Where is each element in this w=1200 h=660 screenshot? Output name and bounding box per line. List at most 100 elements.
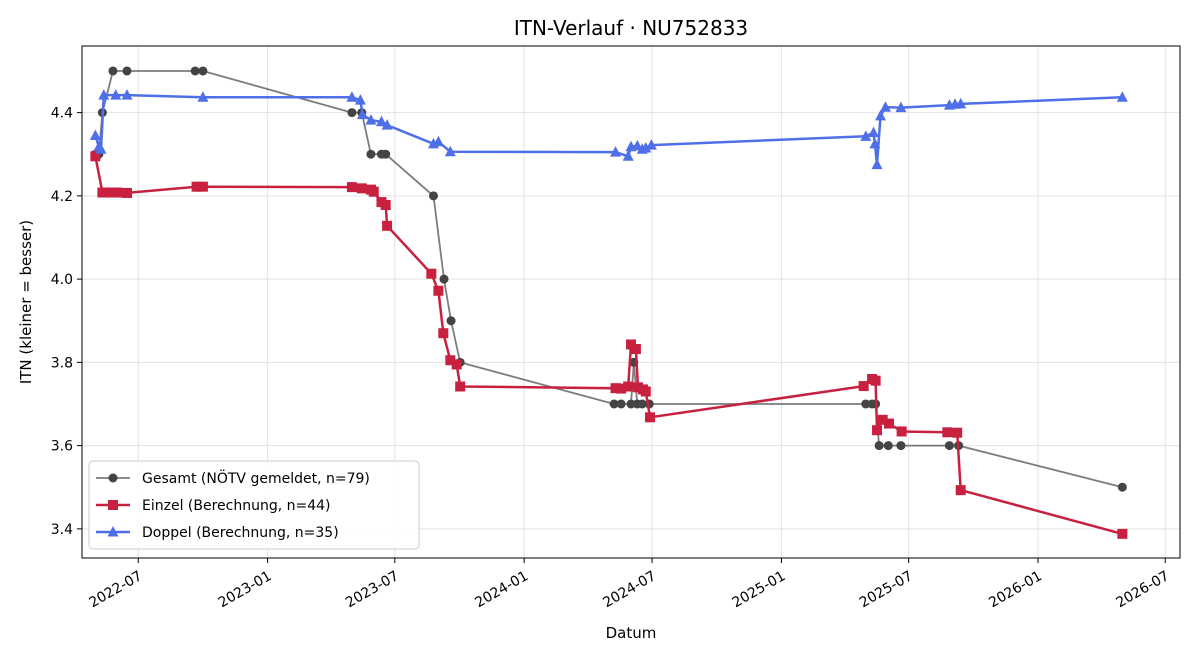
data-point-einzel xyxy=(896,426,907,437)
data-point-doppel xyxy=(645,139,657,150)
data-point-einzel xyxy=(356,183,367,194)
series-einzel xyxy=(90,151,1128,539)
data-point-einzel xyxy=(952,427,963,438)
data-point-doppel xyxy=(356,108,368,120)
data-point-doppel xyxy=(879,101,891,112)
data-point-einzel xyxy=(942,427,953,438)
data-point-einzel xyxy=(112,187,123,198)
data-point-einzel xyxy=(640,386,651,397)
x-tick-label: 2022-07 xyxy=(86,568,145,611)
data-point-einzel xyxy=(644,412,655,423)
x-tick-label: 2023-07 xyxy=(343,568,402,611)
data-point-einzel xyxy=(1117,528,1128,539)
legend-marker-einzel xyxy=(108,500,118,510)
data-point-doppel xyxy=(354,94,366,105)
data-point-gesamt xyxy=(108,66,118,76)
y-tick-label: 3.6 xyxy=(51,439,73,455)
data-point-doppel xyxy=(875,109,887,121)
data-point-einzel xyxy=(368,186,379,197)
plot-frame xyxy=(81,45,1181,559)
data-point-doppel xyxy=(871,158,883,170)
x-tick-label: 2024-01 xyxy=(472,568,531,611)
x-tick-label: 2025-01 xyxy=(730,568,789,611)
data-point-gesamt xyxy=(637,399,647,409)
data-point-gesamt xyxy=(381,149,391,159)
data-point-gesamt xyxy=(428,191,438,201)
plot-series xyxy=(89,66,1128,539)
data-point-einzel xyxy=(438,328,449,339)
data-point-gesamt xyxy=(198,66,208,76)
x-tick-label: 2024-07 xyxy=(600,568,659,611)
data-point-doppel xyxy=(197,91,209,102)
data-point-einzel xyxy=(616,383,627,394)
data-point-einzel xyxy=(623,381,634,392)
data-point-einzel xyxy=(610,383,621,394)
grid xyxy=(82,46,1180,558)
data-point-einzel xyxy=(346,182,357,193)
legend-label-gesamt: Gesamt (NÖTV gemeldet, n=79) xyxy=(142,469,370,487)
data-point-doppel xyxy=(346,91,358,102)
data-point-doppel xyxy=(432,135,444,147)
data-point-gesamt xyxy=(122,66,132,76)
legend: Gesamt (NÖTV gemeldet, n=79) Einzel (Bere… xyxy=(88,460,420,550)
data-point-gesamt xyxy=(347,108,357,118)
data-point-gesamt xyxy=(944,441,954,451)
data-point-doppel xyxy=(640,141,652,153)
data-point-doppel xyxy=(1116,91,1128,102)
data-point-gesamt xyxy=(616,399,626,409)
data-point-einzel xyxy=(197,181,208,192)
data-point-gesamt xyxy=(626,399,636,409)
data-point-gesamt xyxy=(1117,482,1127,492)
data-point-doppel xyxy=(610,146,622,157)
data-point-gesamt xyxy=(609,399,619,409)
series-line-doppel xyxy=(94,93,1123,166)
data-point-einzel xyxy=(433,285,444,296)
data-point-gesamt xyxy=(366,149,376,159)
y-axis-label: ITN (kleiner = besser) xyxy=(17,220,35,384)
data-point-gesamt xyxy=(439,274,449,284)
data-point-einzel xyxy=(877,414,888,425)
data-point-einzel xyxy=(870,375,881,386)
data-point-einzel xyxy=(872,425,883,436)
data-point-doppel xyxy=(110,89,122,100)
data-point-gesamt xyxy=(190,66,200,76)
legend-label-einzel: Einzel (Berechnung, n=44) xyxy=(142,498,331,514)
data-point-einzel xyxy=(426,268,437,279)
data-point-gesamt xyxy=(861,399,871,409)
data-point-einzel xyxy=(883,418,894,429)
data-point-einzel xyxy=(455,381,466,392)
data-point-gesamt xyxy=(874,441,884,451)
data-point-einzel xyxy=(97,187,108,198)
x-tick-label: 2026-07 xyxy=(1113,568,1172,611)
data-point-einzel xyxy=(858,381,869,392)
data-point-gesamt xyxy=(883,441,893,451)
legend-box xyxy=(88,460,420,550)
y-tick-label: 3.4 xyxy=(51,522,73,538)
data-point-einzel xyxy=(191,181,202,192)
y-tick-label: 4.0 xyxy=(51,272,73,288)
data-point-doppel xyxy=(375,115,387,127)
data-point-doppel xyxy=(860,130,872,141)
series-gesamt xyxy=(90,66,1127,492)
x-axis-label: Datum xyxy=(606,624,657,642)
data-point-einzel xyxy=(955,485,966,496)
x-tick-label: 2023-01 xyxy=(216,568,275,611)
data-point-doppel xyxy=(868,126,880,138)
data-point-doppel xyxy=(955,97,967,109)
legend-marker-doppel xyxy=(107,526,119,537)
y-tick-label: 4.2 xyxy=(51,189,73,205)
data-point-einzel xyxy=(380,200,391,211)
legend-marker-gesamt xyxy=(108,473,118,483)
series-doppel xyxy=(89,89,1128,170)
data-point-doppel xyxy=(121,89,133,100)
y-tick-label: 3.8 xyxy=(51,355,73,371)
data-point-einzel xyxy=(121,187,132,198)
data-point-doppel xyxy=(869,137,881,149)
data-point-einzel xyxy=(90,151,101,162)
data-point-doppel xyxy=(365,114,377,125)
x-tick-label: 2025-07 xyxy=(857,568,916,611)
chart-title: ITN-Verlauf · NU752833 xyxy=(514,16,748,40)
data-point-einzel xyxy=(630,344,641,355)
data-point-einzel xyxy=(445,355,456,366)
